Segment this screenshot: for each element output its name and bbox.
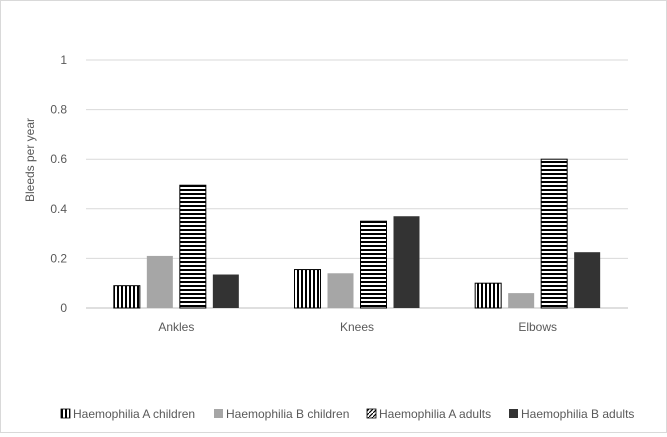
bar-haemophilia-b-children-elbows	[508, 293, 535, 308]
x-tick-label: Knees	[340, 320, 374, 334]
legend: Haemophilia A children Haemophilia B chil…	[60, 407, 634, 421]
y-tick-label: 0.2	[50, 251, 67, 265]
bar-haemophilia-b-adults-elbows	[574, 252, 601, 308]
legend-swatch	[60, 408, 71, 419]
gridlines	[86, 59, 628, 309]
bar-haemophilia-b-adults-knees	[393, 216, 420, 308]
legend-swatch	[214, 409, 223, 418]
bar-haemophilia-b-children-ankles	[146, 255, 173, 308]
y-axis-label: Bleeds per year	[23, 118, 37, 202]
bar-haemophilia-a-children-knees	[294, 269, 321, 309]
y-tick-label: 0.8	[50, 103, 67, 117]
y-tick-label: 0	[60, 301, 67, 315]
bars	[113, 158, 601, 309]
bar-haemophilia-a-children-ankles	[113, 285, 141, 309]
bar-haemophilia-a-children-elbows	[474, 282, 502, 309]
legend-label: Haemophilia A children	[73, 407, 195, 421]
x-tick-label: Ankles	[158, 320, 194, 334]
legend-label: Haemophilia B children	[226, 407, 349, 421]
bar-haemophilia-b-adults-ankles	[212, 274, 239, 308]
y-tick-label: 0.6	[50, 152, 67, 166]
legend-label: Haemophilia A adults	[379, 407, 491, 421]
y-tick-labels: 0 0.2 0.4 0.6 0.8 1	[50, 53, 67, 315]
y-tick-label: 1	[60, 53, 67, 67]
y-tick-label: 0.4	[50, 202, 67, 216]
legend-swatch	[366, 408, 377, 419]
x-tick-labels: Ankles Knees Elbows	[158, 320, 557, 334]
legend-label: Haemophilia B adults	[521, 407, 634, 421]
bar-haemophilia-a-adults-elbows	[540, 158, 568, 309]
bar-haemophilia-a-adults-ankles	[179, 184, 207, 309]
x-tick-label: Elbows	[518, 320, 557, 334]
bar-haemophilia-b-children-knees	[327, 273, 354, 308]
legend-swatch	[509, 409, 518, 418]
bar-haemophilia-a-adults-knees	[360, 220, 387, 309]
